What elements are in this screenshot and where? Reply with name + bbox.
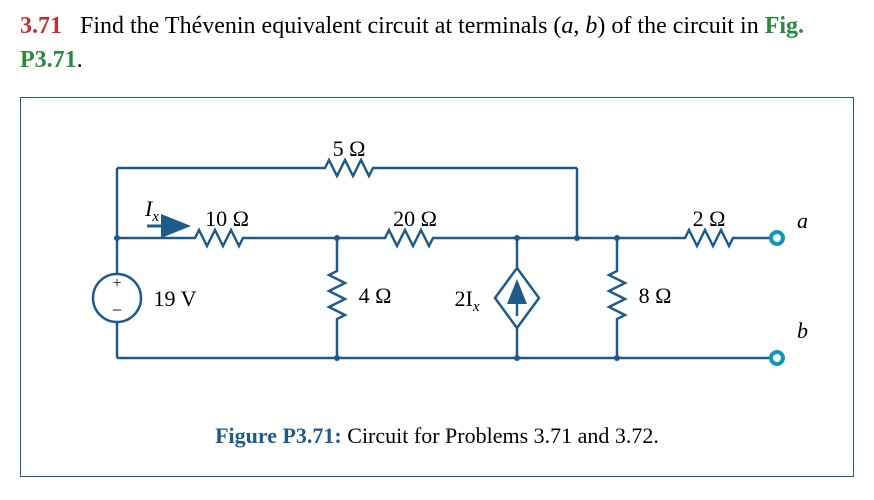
terminal-a-label: a xyxy=(797,208,808,233)
caption-text: Circuit for Problems 3.71 and 3.72. xyxy=(342,423,659,448)
caption-bold: Figure P3.71: xyxy=(215,423,342,448)
terminal-b-label: b xyxy=(797,318,808,343)
problem-text-1: Find the Thévenin equivalent circuit at … xyxy=(80,13,561,39)
circuit-diagram: + − 19 V 4 Ω 2Ix 8 Ω Ix 5 Ω 10 Ω 20 Ω 2 … xyxy=(57,128,817,408)
problem-number: 3.71 xyxy=(20,13,62,39)
r10-label: 10 Ω xyxy=(205,206,249,231)
r8-label: 8 Ω xyxy=(639,283,672,308)
vsource-minus: − xyxy=(112,300,122,320)
terminal-b-text: b xyxy=(585,13,597,39)
depsource-label: 2Ix xyxy=(455,286,480,315)
vsource-plus: + xyxy=(112,275,121,292)
r20-label: 20 Ω xyxy=(393,206,437,231)
r2-label: 2 Ω xyxy=(693,206,726,231)
terminal-a-icon xyxy=(771,232,783,244)
terminal-b-icon xyxy=(771,352,783,364)
r4-label: 4 Ω xyxy=(359,283,392,308)
ix-label: Ix xyxy=(144,196,159,225)
r5-label: 5 Ω xyxy=(333,136,366,161)
circuit-figure-box: + − 19 V 4 Ω 2Ix 8 Ω Ix 5 Ω 10 Ω 20 Ω 2 … xyxy=(20,97,854,477)
figure-caption: Figure P3.71: Circuit for Problems 3.71 … xyxy=(51,423,823,449)
problem-statement: 3.71 Find the Thévenin equivalent circui… xyxy=(0,0,874,77)
terminal-a-text: a xyxy=(561,13,573,39)
vsource-label: 19 V xyxy=(154,286,197,311)
